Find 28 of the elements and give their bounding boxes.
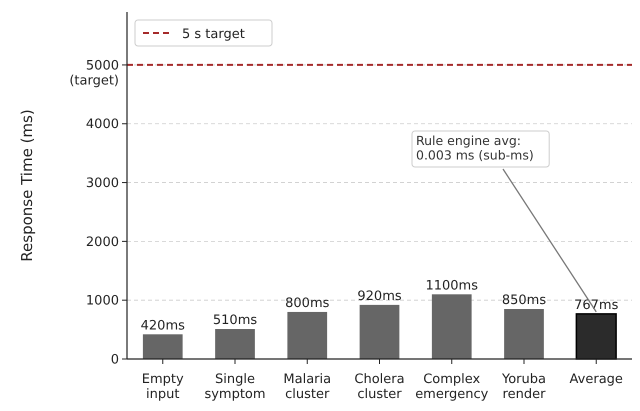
data-label: 850ms [502,293,546,308]
x-tick-label: Complex emergency [415,372,489,402]
x-tick-label: Yoruba render [501,372,546,402]
y-axis-title: Response Time (ms) [18,109,36,262]
data-label: 420ms [140,318,186,334]
y-tick-label: 2000 [86,234,119,250]
y-tick-label: 3000 [86,176,119,192]
y-tick-label: 0 [110,352,119,368]
legend-label: 5 s target [182,27,245,42]
x-tick-label: Empty input [142,372,184,402]
data-label: 510ms [212,313,258,328]
bar [287,312,328,359]
y-tick-label: 5000 (target) [69,58,119,88]
data-label: 1100ms [425,278,478,294]
x-tick-label: Malaria cluster [283,372,332,402]
annotation: Rule engine avg: 0.003 ms (sub-ms) [416,133,534,162]
bar [432,294,472,359]
data-label: 920ms [357,288,402,304]
data-label: 800ms [285,296,330,311]
bar [215,329,255,359]
y-tick-label: 1000 [86,294,119,309]
bar [360,304,400,359]
bar [142,334,183,359]
x-tick-label: Cholera cluster [354,372,405,402]
y-tick-label: 4000 [86,117,119,132]
x-tick-label: Single symptom [204,372,266,402]
bar [504,309,544,359]
x-tick-label: Average [570,372,623,387]
